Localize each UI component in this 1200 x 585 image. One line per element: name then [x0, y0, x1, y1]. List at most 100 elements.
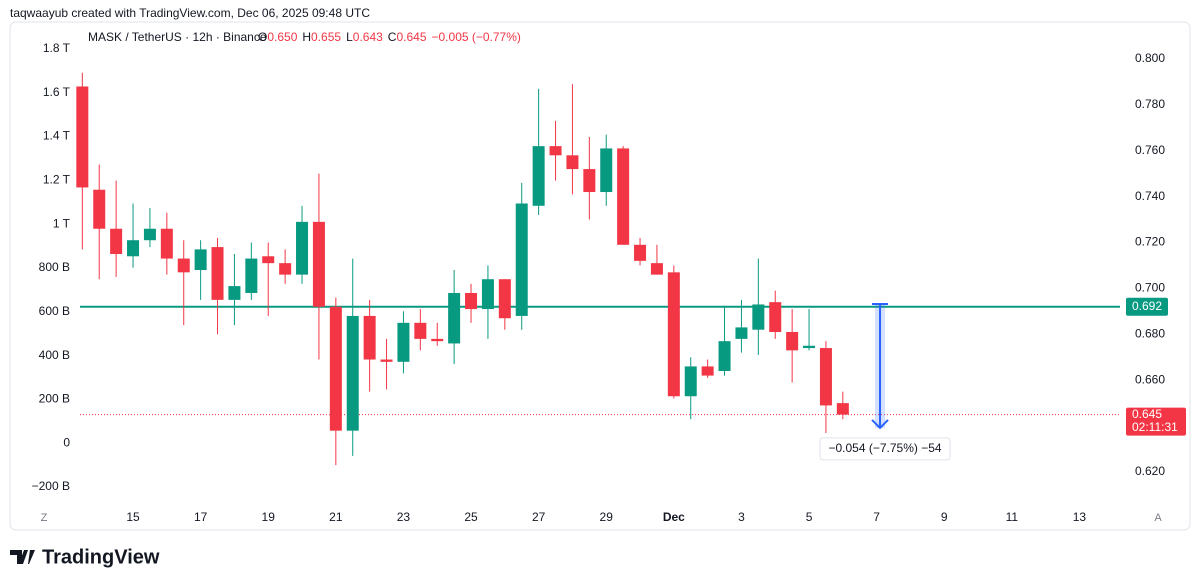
candle-body: [380, 359, 393, 362]
chart-title: MASK / TetherUS · 12h · Binance: [88, 30, 267, 44]
candle-body: [143, 228, 156, 241]
x-tick-label: 11: [1006, 510, 1019, 524]
candle-body: [515, 203, 528, 316]
y2-tick-label: 200 B: [39, 392, 70, 406]
brand: TradingView: [42, 546, 160, 568]
y-tick-label: 0.740: [1135, 189, 1165, 203]
candle-body: [617, 148, 630, 245]
candle-body: [296, 221, 309, 275]
ohlc-value: 0.655: [311, 30, 341, 44]
candle-body: [93, 189, 106, 229]
candle-body: [262, 256, 275, 264]
ohlc-value: 0.645: [396, 30, 426, 44]
ohlc-key: C: [388, 30, 397, 44]
x-tick-label: 21: [329, 510, 343, 524]
price-tag: [1126, 297, 1168, 316]
candle-body: [312, 221, 325, 307]
candle-body: [448, 292, 461, 344]
x-tick-label: 9: [941, 510, 948, 524]
chart-frame: [9, 21, 1191, 531]
candle-body: [600, 148, 613, 193]
y2-tick-label: 1.4 T: [43, 129, 71, 143]
candle-body: [481, 279, 494, 310]
candle-body: [279, 263, 292, 275]
y-tick-label: 0.720: [1135, 235, 1165, 249]
x-tick-label: 7: [873, 510, 880, 524]
candle-body: [245, 258, 258, 293]
candle-body: [211, 247, 224, 300]
ohlc-key: H: [302, 30, 311, 44]
attribution: taqwaayub created with TradingView.com, …: [10, 6, 370, 20]
candle-body: [465, 292, 478, 310]
y2-tick-label: 600 B: [39, 304, 70, 318]
ohlc-legend: O0.650 H0.655 L0.643 C0.645 −0.005 (−0.77%): [258, 30, 521, 44]
ohlc-text: O0.650 H0.655 L0.643 C0.645 −0.005 (−0.77%): [258, 30, 521, 44]
candle-body: [532, 146, 545, 206]
measure-label: −0.054 (−7.75%) −54: [828, 441, 941, 455]
y-tick-label: 0.680: [1135, 326, 1165, 340]
x-tick-label: 13: [1073, 510, 1087, 524]
x-tick-label: 19: [262, 510, 276, 524]
candle-body: [431, 338, 444, 342]
candle-body: [76, 86, 89, 188]
candle-body: [414, 322, 427, 339]
y-tick-label: 0.620: [1135, 464, 1165, 478]
countdown: 02:11:31: [1132, 420, 1178, 434]
y2-tick-label: 1 T: [53, 216, 71, 230]
y-tick-label: 0.660: [1135, 372, 1165, 386]
ohlc-value: 0.650: [267, 30, 297, 44]
candle-body: [752, 304, 765, 330]
candle-body: [127, 240, 140, 257]
price-tag-label: 0.692: [1132, 299, 1162, 313]
logo-icon: [10, 550, 35, 564]
candle-body: [769, 302, 782, 332]
measure-box: [819, 437, 951, 461]
ohlc-key: O: [258, 30, 267, 44]
candle-body: [346, 315, 359, 431]
measure-arrowhead: [871, 419, 889, 430]
y2-tick-label: 1.8 T: [43, 41, 71, 55]
y2-tick-label: −200 B: [32, 479, 70, 493]
control-button[interactable]: Z: [41, 512, 48, 524]
x-tick-label: 27: [532, 510, 546, 524]
y2-tick-label: 0: [63, 435, 70, 449]
candle-body: [160, 228, 173, 259]
candle-body: [566, 155, 579, 170]
y-tick-label: 0.780: [1135, 97, 1165, 111]
candle-body: [363, 315, 376, 360]
candle-body: [836, 403, 849, 415]
x-tick-label: 5: [806, 510, 813, 524]
x-tick-label: 25: [464, 510, 478, 524]
x-tick-label: 15: [126, 510, 140, 524]
candle-body: [329, 306, 342, 431]
ohlc-value: 0.643: [353, 30, 383, 44]
x-tick-label: 29: [600, 510, 614, 524]
candle-body: [177, 258, 190, 273]
candle-body: [498, 279, 511, 319]
control-button[interactable]: A: [1154, 512, 1162, 524]
x-tick-label: 23: [397, 510, 411, 524]
candle-body: [819, 348, 832, 406]
x-tick-label: 17: [194, 510, 208, 524]
y-tick-label: 0.800: [1135, 51, 1165, 65]
logo: TradingView: [10, 546, 160, 568]
candle-body: [718, 341, 731, 371]
candle-body: [650, 263, 663, 275]
y2-tick-label: 400 B: [39, 348, 70, 362]
candle-body: [397, 322, 410, 362]
candle-body: [194, 249, 207, 271]
candle-body: [549, 146, 562, 156]
y-tick-label: 0.760: [1135, 143, 1165, 157]
y2-tick-label: 1.2 T: [43, 173, 71, 187]
candle-body: [786, 331, 799, 351]
y2-tick-label: 800 B: [39, 260, 70, 274]
candle-body: [684, 366, 697, 397]
x-tick-label: Dec: [663, 510, 685, 524]
candle-body: [228, 286, 241, 300]
last-price-label: 0.645: [1132, 407, 1162, 421]
ohlc-key: L: [346, 30, 353, 44]
candle-body: [735, 327, 748, 339]
candle-body: [583, 169, 596, 193]
candle-body: [667, 272, 680, 397]
